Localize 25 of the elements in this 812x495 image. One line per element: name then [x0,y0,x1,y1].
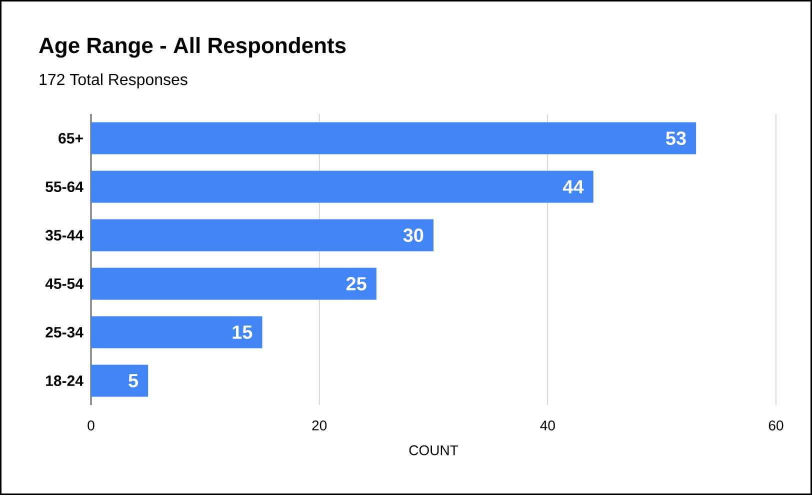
y-tick-label: 55-64 [46,181,84,192]
data-label: 15 [232,326,252,339]
x-tick-label: 0 [88,420,94,430]
data-label: 25 [346,277,366,290]
data-label: 30 [403,228,424,242]
data-label: 5 [128,374,138,388]
x-axis-title: COUNT [409,445,458,456]
bar [91,364,148,397]
bar [91,219,434,252]
y-tick-label: 35-44 [45,230,84,241]
y-tick-label: 45-54 [45,278,84,289]
x-tick-label: 60 [768,420,784,430]
chart-subtitle: 172 Total Responses [40,73,188,88]
data-label: 53 [666,132,686,146]
data-label: 44 [562,180,584,194]
bar [91,170,594,203]
y-tick-label: 18-24 [46,375,84,386]
bar [91,268,376,300]
bar [91,316,262,348]
chart-title: Age Range - All Respondents [39,37,346,58]
y-tick-label: 25-34 [46,326,84,338]
y-tick-label: 65+ [58,132,83,144]
x-tick-label: 40 [540,420,555,430]
bar [91,122,696,154]
x-tick-label: 20 [312,420,327,430]
